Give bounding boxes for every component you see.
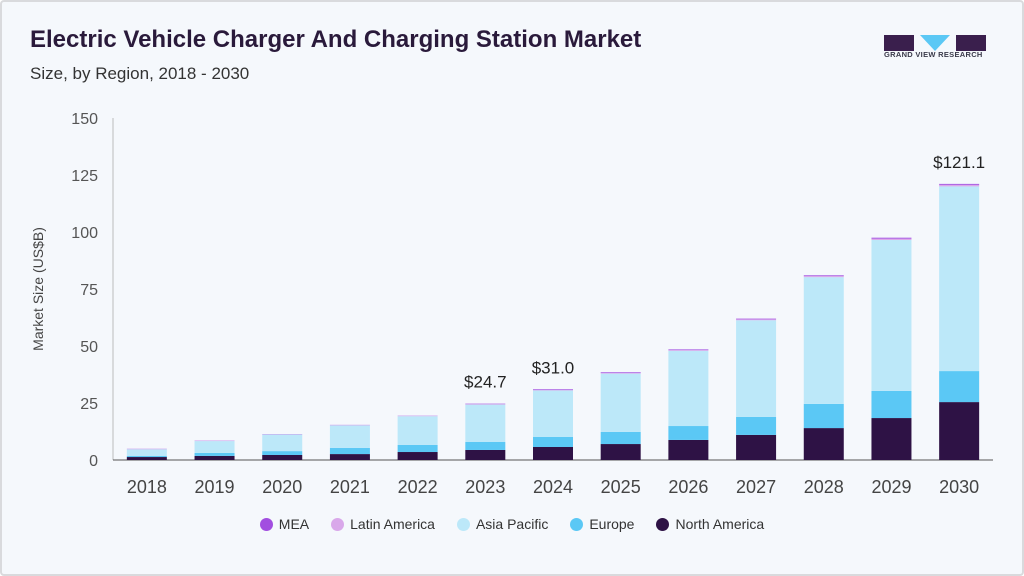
bar-segment-europe xyxy=(397,444,438,453)
legend-item: Latin America xyxy=(331,516,435,532)
legend-item: North America xyxy=(656,516,764,532)
bar-segment-north-america xyxy=(939,402,980,460)
x-tick-label: 2018 xyxy=(127,477,167,497)
y-tick-label: 100 xyxy=(71,225,98,242)
bar-segment-asia-pacific xyxy=(194,441,235,453)
x-tick-label: 2027 xyxy=(736,477,776,497)
chart-subtitle: Size, by Region, 2018 - 2030 xyxy=(30,64,250,83)
data-label: $24.7 xyxy=(464,373,507,392)
bar-segment-latin-america xyxy=(600,372,641,374)
bar-segment-asia-pacific xyxy=(329,425,370,448)
bar-segment-asia-pacific xyxy=(262,434,303,452)
data-label: $121.1 xyxy=(933,153,985,172)
bar-segment-europe xyxy=(939,371,980,403)
x-tick-label: 2019 xyxy=(195,477,235,497)
legend-label: Europe xyxy=(589,516,635,532)
legend-swatch xyxy=(331,517,345,531)
x-tick-label: 2021 xyxy=(330,477,370,497)
bar-segment-europe xyxy=(533,436,573,448)
bar-segment-mea xyxy=(871,237,912,239)
legend-swatch xyxy=(259,517,273,531)
bar-segment-europe xyxy=(329,447,370,455)
bar-segment-north-america xyxy=(262,454,303,460)
legend: MEA Latin America Asia Pacific Europe North … xyxy=(0,516,1024,532)
x-tick-label: 2028 xyxy=(804,477,844,497)
bar-segment-north-america xyxy=(194,455,235,460)
y-tick-label: 75 xyxy=(80,282,98,299)
bar-segment-europe xyxy=(194,452,235,456)
x-tick-label: 2020 xyxy=(262,477,302,497)
bar-segment-mea xyxy=(939,183,980,185)
bar-segment-north-america xyxy=(465,449,506,460)
bar-segment-north-america xyxy=(126,457,167,460)
legend-item: MEA xyxy=(259,516,310,532)
bar-segment-asia-pacific xyxy=(803,277,844,404)
bar-segment-latin-america xyxy=(871,238,912,240)
legend-label: MEA xyxy=(278,516,310,532)
x-tick-label: 2029 xyxy=(871,477,911,497)
x-tick-label: 2023 xyxy=(465,477,505,497)
bar-segment-asia-pacific xyxy=(126,449,167,456)
bar-segment-north-america xyxy=(668,439,709,460)
bar-segment-asia-pacific xyxy=(600,373,641,432)
bar-segment-mea xyxy=(600,372,641,373)
bar-segment-asia-pacific xyxy=(939,186,980,372)
legend-swatch xyxy=(570,517,584,531)
x-tick-label: 2025 xyxy=(601,477,641,497)
y-tick-label: 0 xyxy=(89,453,98,470)
legend-label: North America xyxy=(675,516,765,532)
bar-segment-north-america xyxy=(329,454,370,460)
bar-segment-north-america xyxy=(533,447,573,460)
y-tick-label: 50 xyxy=(80,339,98,356)
bar-segment-north-america xyxy=(803,428,844,460)
legend-swatch xyxy=(656,517,670,531)
bar-segment-asia-pacific xyxy=(465,404,506,442)
bar-segment-asia-pacific xyxy=(871,239,912,391)
legend-item: Europe xyxy=(570,516,634,532)
x-tick-label: 2024 xyxy=(533,477,573,497)
bar-segment-asia-pacific xyxy=(533,390,573,437)
bar-segment-europe xyxy=(668,426,709,440)
bar-segment-europe xyxy=(126,455,167,458)
legend-swatch xyxy=(456,517,470,531)
bar-segment-latin-america xyxy=(668,350,709,351)
bar-segment-mea xyxy=(736,318,777,320)
bar-segment-north-america xyxy=(736,434,777,460)
y-tick-label: 125 xyxy=(71,168,98,185)
bar-segment-mea xyxy=(533,389,573,391)
y-tick-label: 150 xyxy=(71,111,98,128)
chart-title: Electric Vehicle Charger And Charging St… xyxy=(30,26,642,53)
legend-label: Asia Pacific xyxy=(475,516,549,532)
bar-segment-europe xyxy=(736,416,777,435)
bar-segment-north-america xyxy=(871,418,912,460)
bar-segment-mea xyxy=(803,275,844,277)
grand-view-research-logo xyxy=(884,35,986,51)
bar-segment-europe xyxy=(465,441,506,450)
bar-segment-latin-america xyxy=(736,319,777,321)
bar-segment-north-america xyxy=(600,444,641,460)
x-tick-label: 2026 xyxy=(668,477,708,497)
bar-segment-latin-america xyxy=(803,276,844,278)
bar-segment-asia-pacific xyxy=(668,350,709,427)
bar-segment-europe xyxy=(600,431,641,445)
bar-segment-asia-pacific xyxy=(397,416,438,445)
data-label: $31.0 xyxy=(532,358,575,377)
bar-segment-north-america xyxy=(397,452,438,460)
x-tick-label: 2030 xyxy=(939,477,979,497)
legend-item: Asia Pacific xyxy=(456,516,549,532)
bar-segment-europe xyxy=(262,451,303,455)
y-axis-label: Market Size (US$B) xyxy=(30,227,46,351)
legend-label: Latin America xyxy=(350,516,435,532)
logo-text: GRAND VIEW RESEARCH xyxy=(884,50,983,59)
bar-segment-asia-pacific xyxy=(736,320,777,417)
bar-segment-latin-america xyxy=(939,184,980,187)
x-tick-label: 2022 xyxy=(398,477,438,497)
bar-segment-mea xyxy=(668,349,709,351)
y-tick-label: 25 xyxy=(80,396,98,413)
bar-segment-europe xyxy=(803,403,844,429)
bar-segment-europe xyxy=(871,390,912,419)
